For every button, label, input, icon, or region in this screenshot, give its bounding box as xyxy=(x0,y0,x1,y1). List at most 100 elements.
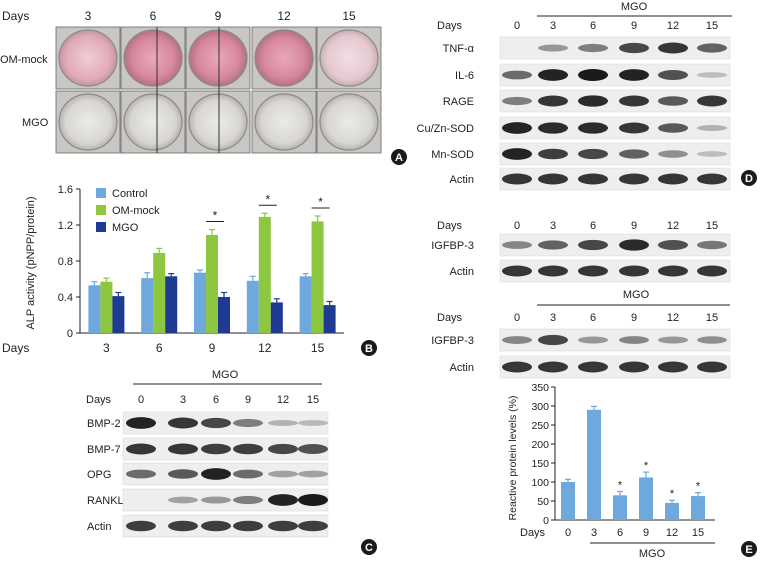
blot-band xyxy=(201,468,231,480)
blot-band xyxy=(578,148,608,160)
panel-b-bars: 3 6 9 * 12 * 15 * xyxy=(88,192,336,355)
panel-c-group-label: MGO xyxy=(212,369,239,381)
panel-e-y-axis: 0 50 100 150 200 250 300 350 xyxy=(531,382,715,527)
panel-a-day-label: 6 xyxy=(150,9,157,23)
legend-swatch xyxy=(96,205,106,215)
blot-band xyxy=(578,336,608,344)
panel-d-group-label: MGO xyxy=(621,1,648,13)
culture-well xyxy=(123,29,183,87)
panel-b-legend: Control OM-mock MGO xyxy=(96,188,160,234)
blot-band xyxy=(697,361,727,373)
blot-band xyxy=(201,520,231,532)
bar-mgo xyxy=(323,305,336,333)
blot-band xyxy=(578,43,608,53)
day-label: 12 xyxy=(667,312,679,324)
blot-band xyxy=(619,95,649,107)
panel-b-alp-chart: ALP activity (pNPP/protein) 0 0.4 0.8 1.2 1.… xyxy=(2,184,377,356)
bar-om-mock xyxy=(206,234,218,333)
blot-band xyxy=(502,122,532,134)
x-tick-label: 3 xyxy=(591,527,597,539)
igf2-group-label: MGO xyxy=(623,289,650,301)
blot-row-label: Actin xyxy=(450,266,474,278)
igf1-days-label: Days xyxy=(437,220,463,232)
significance-star: * xyxy=(213,209,218,223)
panel-a-day-label: 15 xyxy=(342,9,356,23)
y-tick-label: 150 xyxy=(531,458,549,470)
blot-row-label: RAGE xyxy=(443,96,474,108)
blot-band xyxy=(658,240,688,250)
y-tick-label: 250 xyxy=(531,420,549,432)
y-tick-label: 0 xyxy=(543,515,549,527)
day-label: 15 xyxy=(307,394,319,406)
reactive-bar xyxy=(691,496,705,520)
blot-band xyxy=(126,469,156,479)
panel-c-days-label: Days xyxy=(86,394,112,406)
blot-band xyxy=(233,520,263,532)
bar-control xyxy=(194,272,206,333)
blot-band xyxy=(126,417,156,429)
reactive-bar xyxy=(613,495,627,520)
day-label: 0 xyxy=(514,220,520,232)
panel-a-day-label: 3 xyxy=(85,9,92,23)
blot-band xyxy=(619,122,649,134)
day-label: 9 xyxy=(631,20,637,32)
blot-band xyxy=(268,520,298,532)
blot-band xyxy=(126,520,156,532)
blot-band xyxy=(502,265,532,277)
panel-d-days-label: Days xyxy=(437,20,463,32)
svg-text:B: B xyxy=(365,343,373,355)
culture-well xyxy=(319,93,379,151)
culture-well xyxy=(254,29,314,87)
blot-band xyxy=(578,69,608,81)
x-tick-label: 6 xyxy=(156,341,163,355)
panel-e-reactive-chart: Reactive protein levels (%) 050100150200… xyxy=(507,382,757,560)
blot-row-label: Cu/Zn-SOD xyxy=(417,123,475,135)
blot-band xyxy=(658,42,688,54)
bar-om-mock xyxy=(153,252,166,333)
panel-b-badge: B xyxy=(361,340,377,356)
x-tick-label: 9 xyxy=(643,527,649,539)
panel-a-day-label: 9 xyxy=(215,9,222,23)
igfbp3-blot-b: MGO Days 0 3 6 9 12 15 IGFBP-3 Actin xyxy=(431,289,731,379)
culture-well xyxy=(58,93,118,151)
panel-d-blot-strips: 0 3 6 9 12 15 TNF-α IL-6 RAGE Cu/Zn-SOD Mn-SOD Acti… xyxy=(417,20,731,191)
blot-row-label: OPG xyxy=(87,469,111,481)
bar-om-mock xyxy=(311,221,324,333)
blot-band xyxy=(697,95,727,107)
reactive-bar xyxy=(639,477,653,520)
blot-band xyxy=(168,469,198,479)
bar-mgo xyxy=(112,296,125,333)
y-tick-label: 0 xyxy=(67,328,73,340)
well-plate-grid xyxy=(55,26,382,154)
igf2-blot-strips: 0 3 6 9 12 15 IGFBP-3 Actin xyxy=(431,312,731,379)
day-label: 0 xyxy=(138,394,144,406)
svg-text:E: E xyxy=(745,544,752,556)
blot-band xyxy=(578,239,608,251)
day-label: 12 xyxy=(667,20,679,32)
blot-strip xyxy=(499,233,731,257)
panel-a-culture-plates: Days 3 6 9 12 15 OM-mock MGO A xyxy=(0,9,407,165)
blot-band xyxy=(298,494,328,506)
day-label: 12 xyxy=(277,394,289,406)
x-tick-label: 15 xyxy=(692,527,704,539)
panel-a-badge: A xyxy=(391,149,407,165)
blot-band xyxy=(298,444,328,454)
culture-well xyxy=(123,93,183,151)
panel-c-western-blot: MGO Days 0 3 6 9 12 15 BMP-2 BMP-7 OPG RANKL Actin… xyxy=(86,369,377,555)
blot-band xyxy=(502,148,532,160)
bar-mgo xyxy=(270,302,283,333)
panel-a-row-label: MGO xyxy=(22,117,49,129)
panel-e-days-label: Days xyxy=(520,527,546,539)
blot-band xyxy=(697,173,727,185)
blot-row-label: IGFBP-3 xyxy=(431,240,474,252)
day-label: 12 xyxy=(667,220,679,232)
culture-well xyxy=(188,93,248,151)
panel-a-day-label: 12 xyxy=(277,9,291,23)
blot-band xyxy=(233,443,263,455)
day-label: 0 xyxy=(514,312,520,324)
reactive-bar xyxy=(561,482,575,520)
blot-band xyxy=(697,240,727,250)
day-label: 3 xyxy=(180,394,186,406)
legend-label: OM-mock xyxy=(112,205,160,217)
